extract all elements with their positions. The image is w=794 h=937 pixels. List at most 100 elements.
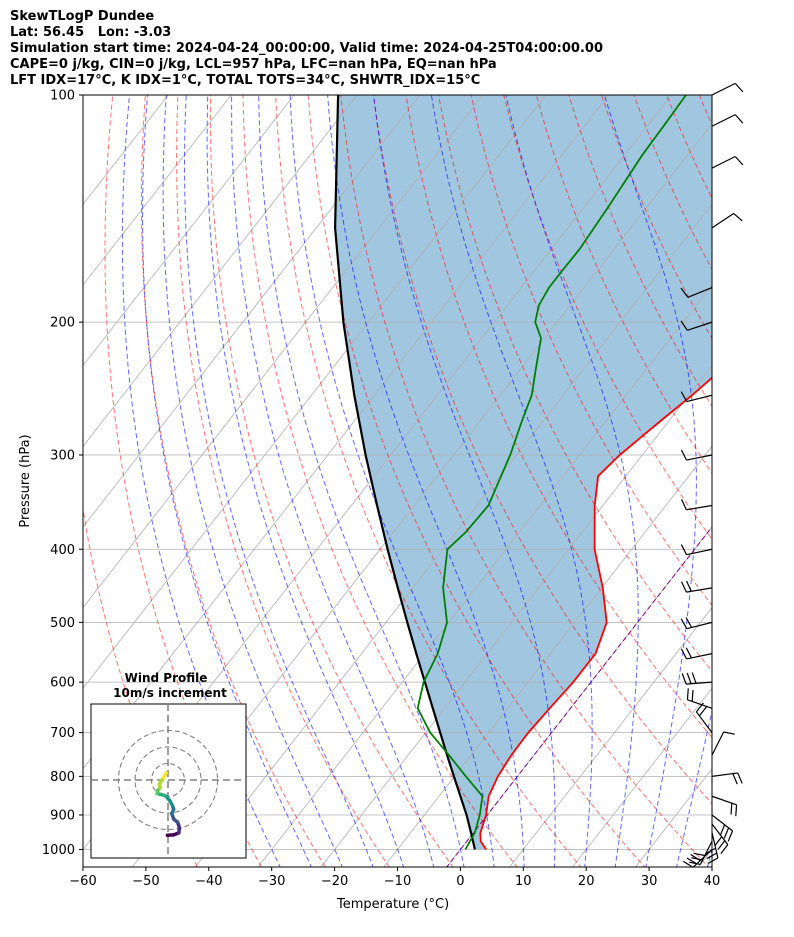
zero-isotherm	[446, 526, 712, 867]
dry-adiabat	[470, 95, 712, 607]
barb-flag	[707, 857, 719, 864]
barb-flag	[686, 688, 689, 700]
dry-adiabat	[140, 95, 326, 867]
x-tick-label: −10	[384, 874, 411, 889]
moist-adiabat	[706, 847, 712, 867]
isotherm-line	[83, 95, 484, 609]
barb-staff	[711, 114, 736, 127]
wind-barb	[680, 287, 713, 298]
barb-flag	[691, 857, 703, 861]
temperature-line	[479, 376, 712, 850]
barb-flag	[680, 618, 688, 629]
inset-subtitle: 10m/s increment	[113, 686, 227, 700]
barb-flag	[723, 731, 735, 735]
y-tick-label: 900	[50, 808, 75, 823]
y-tick-label: 600	[50, 676, 75, 691]
dry-adiabat	[242, 95, 518, 867]
barb-flag	[680, 544, 688, 555]
dry-adiabat	[732, 95, 794, 881]
wind-barb	[680, 449, 713, 461]
dewpoint-line	[416, 95, 687, 850]
wind-barb	[680, 647, 713, 660]
wind-barb	[711, 731, 735, 756]
barb-flag	[680, 391, 688, 402]
adiabat-layer	[83, 95, 794, 881]
cin-fill	[335, 95, 712, 850]
barb-flag	[685, 647, 692, 659]
dry-adiabat	[307, 95, 646, 867]
isotherm-line	[257, 284, 712, 867]
isotherm-line	[83, 95, 421, 528]
moist-adiabat	[258, 95, 465, 867]
barb-staff	[711, 823, 729, 845]
isotherm-line	[509, 606, 712, 867]
wind-barb	[686, 688, 713, 709]
dry-adiabat	[176, 95, 390, 867]
hodograph-segment	[161, 771, 169, 780]
y-tick-label: 300	[50, 448, 75, 463]
barb-staff	[711, 212, 734, 229]
cape-line: CAPE=0 j/kg, CIN=0 j/kg, LCL=957 hPa, LF…	[10, 57, 497, 72]
isotherm-line	[83, 95, 232, 286]
barb-flag	[680, 648, 688, 660]
y-tick-label: 800	[50, 770, 75, 785]
isotherm-line	[572, 687, 712, 867]
barb-flag	[717, 840, 726, 851]
x-tick-label: 20	[578, 874, 595, 889]
dry-adiabat	[764, 95, 794, 881]
barb-flag	[706, 852, 718, 860]
barb-flag	[685, 617, 693, 628]
barb-staff	[686, 548, 713, 556]
wind-barb	[681, 672, 713, 685]
x-tick-label: −40	[195, 874, 222, 889]
y-tick-label: 1000	[42, 843, 75, 858]
time-line: Simulation start time: 2024-04-24_00:00:…	[10, 41, 603, 56]
barb-flag	[727, 830, 734, 842]
x-tick-label: −60	[69, 874, 96, 889]
wind-barb	[711, 814, 734, 842]
moist-adiabat	[430, 95, 593, 867]
axes: −60 −50 −40 −30 −20 −10 0 10 20 30 40 1000 900 800 700…	[42, 89, 720, 890]
x-tick-label: −30	[258, 874, 285, 889]
moist-adiabat	[603, 95, 697, 867]
x-tick-label: 30	[641, 874, 658, 889]
barb-flag	[732, 773, 738, 785]
moist-adiabat	[231, 95, 435, 867]
barb-flag	[681, 499, 687, 511]
chart-header: SkewTLogP Dundee Lat: 56.45 Lon: -3.03 S…	[10, 9, 603, 89]
hodograph	[91, 704, 246, 858]
x-axis-label: Temperature (°C)	[336, 897, 449, 912]
barb-flag	[698, 706, 707, 717]
wind-barb	[711, 823, 729, 855]
cin-fill-layer	[335, 95, 712, 850]
x-tick-label: 40	[704, 874, 721, 889]
barb-flag	[714, 836, 723, 847]
moist-adiabat	[121, 95, 281, 867]
location-line: Lat: 56.45 Lon: -3.03	[10, 25, 172, 40]
barb-flag	[734, 156, 744, 166]
isotherm-line	[83, 95, 547, 689]
moist-adiabat	[505, 95, 639, 867]
moist-adiabat	[289, 95, 495, 867]
x-tick-label: 10	[515, 874, 532, 889]
barb-staff	[686, 394, 713, 403]
wind-barb	[711, 155, 744, 169]
profile-layer	[333, 95, 712, 850]
barb-staff	[687, 699, 713, 709]
wind-barb	[711, 795, 738, 817]
isotherm-line	[751, 78, 794, 881]
barb-staff	[711, 814, 733, 832]
barb-flag	[734, 114, 744, 124]
barb-staff	[686, 653, 713, 660]
inset-title: Wind Profile	[125, 671, 208, 685]
barb-flag	[730, 803, 733, 815]
barb-flag	[734, 82, 744, 93]
barb-flag	[705, 847, 716, 855]
y-tick-label: 400	[50, 543, 75, 558]
barb-flag	[733, 212, 743, 222]
barb-flag	[681, 673, 687, 685]
moist-adiabat	[327, 95, 525, 867]
barb-flag	[681, 581, 687, 593]
wind-barbs	[680, 82, 744, 868]
dry-adiabat	[340, 95, 710, 867]
